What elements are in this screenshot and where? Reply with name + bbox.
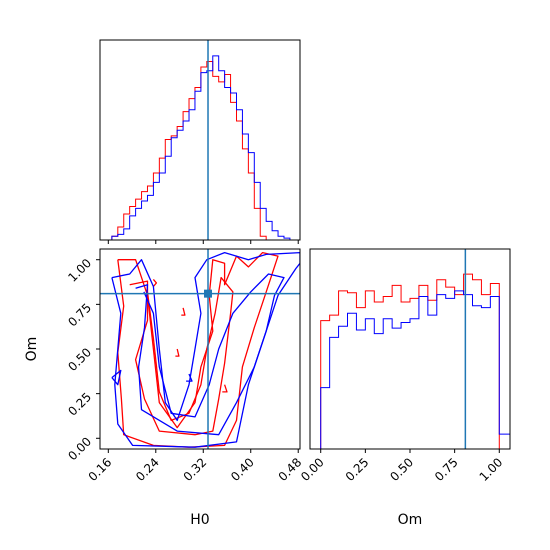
joint-y-tick-label: 0.25 bbox=[65, 390, 94, 419]
contour-line bbox=[175, 348, 180, 357]
joint-y-tick-label: 1.00 bbox=[65, 256, 94, 285]
h0-frame bbox=[99, 39, 301, 241]
x-axis-label-h0: H0 bbox=[190, 512, 209, 528]
h0-hist-series bbox=[111, 55, 296, 241]
om-frame bbox=[309, 248, 511, 450]
joint-y-tick-label: 0.00 bbox=[65, 435, 94, 464]
om-x-tick-label: 1.00 bbox=[477, 455, 506, 484]
om-x-tick-label: 0.00 bbox=[298, 455, 327, 484]
x-axis-label-om: Om bbox=[398, 512, 423, 528]
om-hist-series bbox=[310, 273, 510, 450]
h0-hist-series bbox=[111, 60, 296, 241]
joint-x-tick-label: 0.32 bbox=[181, 455, 210, 484]
contour-line bbox=[152, 278, 158, 287]
joint-x-tick-label: 0.24 bbox=[133, 455, 162, 484]
y-axis-label-om: Om bbox=[24, 337, 40, 362]
h0-om-contour-panel: 0.16 0.24 0.32 0.40 0.48 0.00 0.25 0.50 0.75 1.00 bbox=[65, 248, 305, 484]
joint-x-tick-label: 0.48 bbox=[276, 455, 305, 484]
contour-line bbox=[111, 369, 122, 386]
contour-line bbox=[186, 373, 193, 382]
contour-group bbox=[111, 251, 300, 448]
joint-y-tick-label: 0.50 bbox=[65, 345, 94, 374]
contour-line bbox=[135, 273, 285, 436]
om-hist-series bbox=[310, 290, 511, 450]
om-histogram-panel: 0.00 0.25 0.50 0.75 1.00 bbox=[298, 248, 511, 484]
truth-marker bbox=[204, 289, 213, 298]
joint-x-tick-label: 0.40 bbox=[228, 455, 257, 484]
om-x-tick-label: 0.25 bbox=[343, 455, 372, 484]
contour-line bbox=[181, 307, 186, 316]
joint-y-tick-label: 0.75 bbox=[65, 301, 94, 330]
joint-x-tick-label: 0.16 bbox=[86, 455, 115, 484]
contour-line bbox=[222, 384, 228, 393]
om-x-tick-label: 0.75 bbox=[432, 455, 461, 484]
om-x-tick-label: 0.50 bbox=[387, 455, 416, 484]
h0-histogram-panel bbox=[99, 39, 301, 244]
